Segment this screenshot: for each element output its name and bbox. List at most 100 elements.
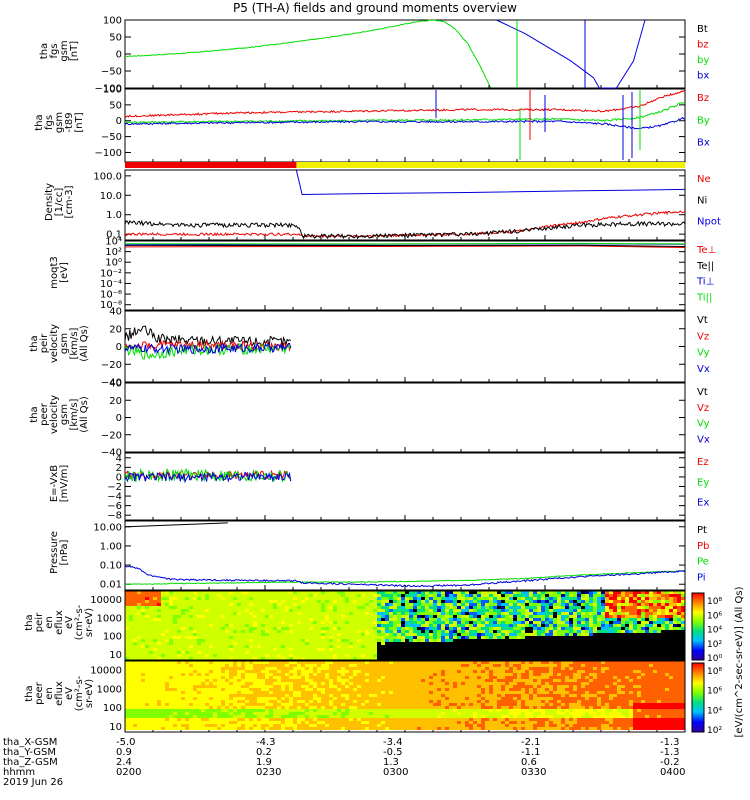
heatmap-8-cell — [517, 600, 521, 603]
heatmap-8-cell — [529, 594, 533, 597]
heatmap-9-cell — [201, 670, 205, 673]
heatmap-8-cell — [493, 651, 497, 654]
heatmap-8-cell — [249, 654, 253, 657]
heatmap-8-cell — [145, 603, 149, 606]
heatmap-9-cell — [253, 712, 257, 715]
heatmap-8-cell — [577, 609, 581, 612]
heatmap-8-cell — [449, 621, 453, 624]
heatmap-9-cell — [265, 715, 269, 718]
heatmap-9-cell — [345, 724, 349, 727]
heatmap-8-cell — [497, 651, 501, 654]
heatmap-9-cell — [273, 703, 277, 706]
heatmap-9-cell — [285, 673, 289, 676]
heatmap-8-cell — [321, 618, 325, 621]
panel-7-ytick-label-0: 10.00 — [93, 522, 122, 533]
heatmap-8-cell — [277, 627, 281, 630]
panel-0-ytick-label-1: 50 — [109, 33, 122, 44]
heatmap-8-cell — [545, 633, 549, 636]
heatmap-8-cell — [477, 624, 481, 627]
heatmap-8-cell — [221, 657, 225, 660]
heatmap-8-cell — [445, 654, 449, 657]
heatmap-9-cell — [213, 700, 217, 703]
heatmap-8-cell — [521, 597, 525, 600]
heatmap-8-cell — [385, 597, 389, 600]
heatmap-9-cell — [193, 685, 197, 688]
heatmap-8-cell — [377, 645, 381, 648]
heatmap-8-cell — [581, 639, 585, 642]
heatmap-8-cell — [465, 618, 469, 621]
heatmap-9-cell — [189, 721, 193, 724]
heatmap-8-cell — [565, 657, 569, 660]
heatmap-8-cell — [449, 591, 453, 594]
heatmap-8-cell — [169, 627, 173, 630]
heatmap-9-cell — [245, 709, 249, 712]
heatmap-8-cell — [397, 621, 401, 624]
heatmap-8-cell — [673, 621, 677, 624]
heatmap-8-cell — [225, 606, 229, 609]
heatmap-8-cell — [401, 633, 405, 636]
heatmap-8-cell — [389, 597, 393, 600]
heatmap-8-cell — [521, 606, 525, 609]
heatmap-8-cell — [557, 642, 561, 645]
heatmap-8-cell — [281, 642, 285, 645]
heatmap-8-cell — [389, 618, 393, 621]
heatmap-8-cell — [565, 597, 569, 600]
heatmap-9-cell — [217, 724, 221, 727]
heatmap-8-cell — [305, 633, 309, 636]
heatmap-8-cell — [437, 654, 441, 657]
heatmap-8-cell — [169, 636, 173, 639]
heatmap-8-cell — [193, 600, 197, 603]
heatmap-8-cell — [397, 624, 401, 627]
heatmap-9-cell — [133, 676, 137, 679]
heatmap-8-cell — [505, 606, 509, 609]
heatmap-8-cell — [433, 648, 437, 651]
heatmap-8-cell — [405, 636, 409, 639]
heatmap-8-cell — [217, 624, 221, 627]
heatmap-8-cell — [437, 612, 441, 615]
heatmap-8-cell — [365, 624, 369, 627]
heatmap-8-cell — [617, 594, 621, 597]
heatmap-8-cell — [345, 633, 349, 636]
heatmap-9-cell — [257, 676, 261, 679]
heatmap-9-cell — [125, 688, 129, 691]
heatmap-8-cell — [485, 654, 489, 657]
heatmap-9-cell — [341, 661, 345, 664]
heatmap-8-cell — [589, 615, 593, 618]
heatmap-8-cell — [477, 633, 481, 636]
heatmap-8-cell — [589, 627, 593, 630]
heatmap-9-cell — [153, 706, 157, 709]
heatmap-9-cell — [329, 673, 333, 676]
heatmap-8-cell — [521, 654, 525, 657]
heatmap-8-cell — [253, 633, 257, 636]
heatmap-9-cell — [329, 727, 333, 730]
heatmap-8-cell — [269, 612, 273, 615]
heatmap-8-cell — [345, 651, 349, 654]
heatmap-8-cell — [205, 630, 209, 633]
heatmap-8-cell — [505, 597, 509, 600]
heatmap-8-cell — [653, 627, 657, 630]
heatmap-9-cell — [293, 670, 297, 673]
heatmap-8-cell — [289, 633, 293, 636]
heatmap-8-cell — [145, 627, 149, 630]
heatmap-8-cell — [145, 600, 149, 603]
heatmap-9-cell — [165, 721, 169, 724]
heatmap-8-cell — [425, 597, 429, 600]
heatmap-8-cell — [593, 639, 597, 642]
heatmap-8-cell — [609, 615, 613, 618]
heatmap-8-cell — [289, 651, 293, 654]
heatmap-9-cell — [301, 679, 305, 682]
panel-3-ytick-label-4: 10⁻⁴ — [100, 279, 122, 290]
heatmap-8-cell — [485, 651, 489, 654]
heatmap-8-cell — [249, 633, 253, 636]
heatmap-8-cell — [433, 606, 437, 609]
heatmap-9-cell — [213, 667, 217, 670]
heatmap-9-cell — [297, 685, 301, 688]
heatmap-8-cell — [193, 615, 197, 618]
heatmap-9-cell — [349, 676, 353, 679]
heatmap-8-cell — [617, 642, 621, 645]
heatmap-8-cell — [405, 606, 409, 609]
heatmap-9-cell — [265, 718, 269, 721]
heatmap-8-cell — [665, 642, 669, 645]
heatmap-8-cell — [285, 621, 289, 624]
panel-7-ytick-label-3: 0.01 — [100, 580, 122, 591]
